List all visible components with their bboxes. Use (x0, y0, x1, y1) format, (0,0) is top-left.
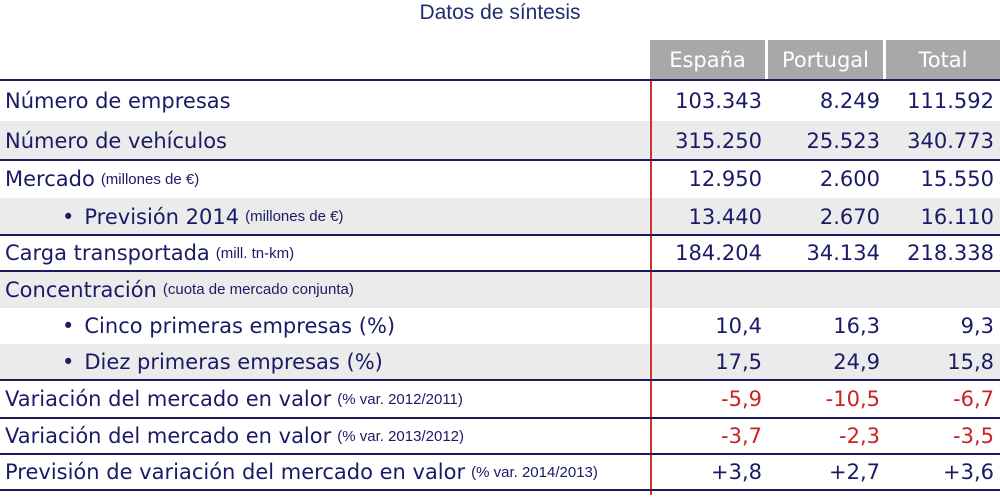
header-espana: España (650, 40, 768, 80)
cell-portugal: -2,3 (839, 424, 880, 448)
cell-espana (650, 271, 768, 308)
cell-total: 340.773 (886, 121, 1000, 160)
cell-portugal: 24,9 (768, 344, 886, 380)
row-note: (% var. 2013/2012) (337, 427, 464, 445)
column-divider (650, 80, 652, 495)
cell-total: 218.338 (907, 241, 994, 265)
row-label: Número de vehículos (0, 121, 650, 160)
row-label: Previsión de variación del mercado en va… (0, 454, 650, 490)
cell-espana: 315.250 (650, 121, 768, 160)
row-rule (0, 234, 1000, 236)
cell-portugal: -10,5 (825, 387, 880, 411)
header-empty-cell (0, 40, 650, 80)
cell-portugal: 34.134 (806, 241, 880, 265)
row-label: Mercado (millones de €) (0, 160, 650, 198)
row-label: Concentración (cuota de mercado conjunta) (0, 271, 650, 308)
header-rule (0, 79, 1000, 81)
row-label-text: Cinco primeras empresas (%) (84, 314, 396, 338)
cell-total: 16.110 (886, 198, 1000, 235)
row-label-text: Diez primeras empresas (%) (84, 350, 383, 374)
row-label-text: Previsión 2014 (84, 204, 240, 229)
table-row: Previsión de variación del mercado en va… (0, 454, 1000, 490)
row-note: (millones de €) (100, 170, 200, 188)
row-label: • Previsión 2014 (millones de €) (0, 198, 650, 235)
row-label: Variación del mercado en valor (% var. 20… (0, 380, 650, 418)
row-label: • Diez primeras empresas (%) (0, 344, 650, 380)
cell-portugal: +2,7 (829, 460, 880, 484)
cell-espana: 10,4 (715, 314, 762, 338)
cell-total: 15.550 (920, 167, 994, 191)
cell-portugal: 8.249 (819, 88, 880, 113)
cell-portugal: 2.670 (768, 198, 886, 235)
cell-total: 15,8 (886, 344, 1000, 380)
row-label-text: Carga transportada (5, 241, 210, 265)
table-row: Mercado (millones de €) 12.950 2.600 15.550 (0, 160, 1000, 198)
header-total: Total (886, 40, 1000, 80)
row-label: Carga transportada (mill. tn-km) (0, 235, 650, 271)
cell-espana: +3,8 (711, 460, 762, 484)
row-note: (mill. tn-km) (215, 244, 295, 262)
row-label: Variación del mercado en valor (% var. 20… (0, 418, 650, 454)
row-rule (0, 270, 1000, 272)
table-row: Número de empresas 103.343 8.249 111.592 (0, 80, 1000, 121)
table-row: Número de vehículos 315.250 25.523 340.773 (0, 121, 1000, 160)
cell-portugal: 16,3 (833, 314, 880, 338)
row-label-text: Previsión de variación del mercado en va… (5, 460, 466, 484)
cell-espana: 12.950 (688, 167, 762, 191)
header-portugal: Portugal (768, 40, 886, 80)
row-label: • Cinco primeras empresas (%) (0, 308, 650, 344)
row-rule (0, 489, 1000, 491)
cell-espana: 13.440 (650, 198, 768, 235)
row-label-text: Número de vehículos (5, 128, 227, 153)
row-label: Número de empresas (0, 80, 650, 121)
row-note: (% var. 2014/2013) (471, 463, 598, 481)
row-label-text: Variación del mercado en valor (5, 424, 332, 448)
row-rule (0, 417, 1000, 419)
table-row: Concentración (cuota de mercado conjunta) (0, 271, 1000, 308)
table-body: Número de empresas 103.343 8.249 111.592 Núm… (0, 80, 1000, 490)
bullet-icon: • (62, 350, 75, 374)
table-row: Variación del mercado en valor (% var. 20… (0, 418, 1000, 454)
row-note: (% var. 2012/2011) (337, 390, 463, 408)
row-note: (millones de €) (245, 208, 344, 225)
row-label-text: Mercado (5, 167, 95, 191)
cell-total: 111.592 (907, 88, 994, 113)
row-rule (0, 159, 1000, 161)
summary-table: España Portugal Total Número de empresas… (0, 40, 1000, 490)
table-row: Carga transportada (mill. tn-km) 184.204 34… (0, 235, 1000, 271)
cell-espana: 103.343 (675, 88, 762, 113)
row-note: (cuota de mercado conjunta) (162, 281, 354, 298)
bullet-icon: • (62, 314, 75, 338)
cell-espana: 17,5 (650, 344, 768, 380)
table-row: • Cinco primeras empresas (%) 10,4 16,3 9,3 (0, 308, 1000, 344)
cell-portugal: 2.600 (819, 167, 880, 191)
cell-total: 9,3 (960, 314, 994, 338)
cell-portugal: 25.523 (768, 121, 886, 160)
cell-total (886, 271, 1000, 308)
table-row: Variación del mercado en valor (% var. 20… (0, 380, 1000, 418)
row-label-text: Concentración (5, 277, 157, 302)
cell-espana: -5,9 (721, 387, 762, 411)
row-rule (0, 379, 1000, 381)
table-title: Datos de síntesis (419, 1, 581, 24)
row-rule (0, 453, 1000, 455)
table-row: • Diez primeras empresas (%) 17,5 24,9 15,8 (0, 344, 1000, 380)
row-label-text: Variación del mercado en valor (5, 387, 332, 411)
row-label-text: Número de empresas (5, 88, 231, 113)
bullet-icon: • (62, 204, 75, 229)
table-header-row: España Portugal Total (0, 40, 1000, 80)
cell-total: -3,5 (953, 424, 994, 448)
table-row: • Previsión 2014 (millones de €) 13.440 2.67… (0, 198, 1000, 235)
cell-espana: -3,7 (721, 424, 762, 448)
cell-espana: 184.204 (675, 241, 762, 265)
cell-total: +3,6 (943, 460, 994, 484)
cell-portugal (768, 271, 886, 308)
cell-total: -6,7 (953, 387, 994, 411)
